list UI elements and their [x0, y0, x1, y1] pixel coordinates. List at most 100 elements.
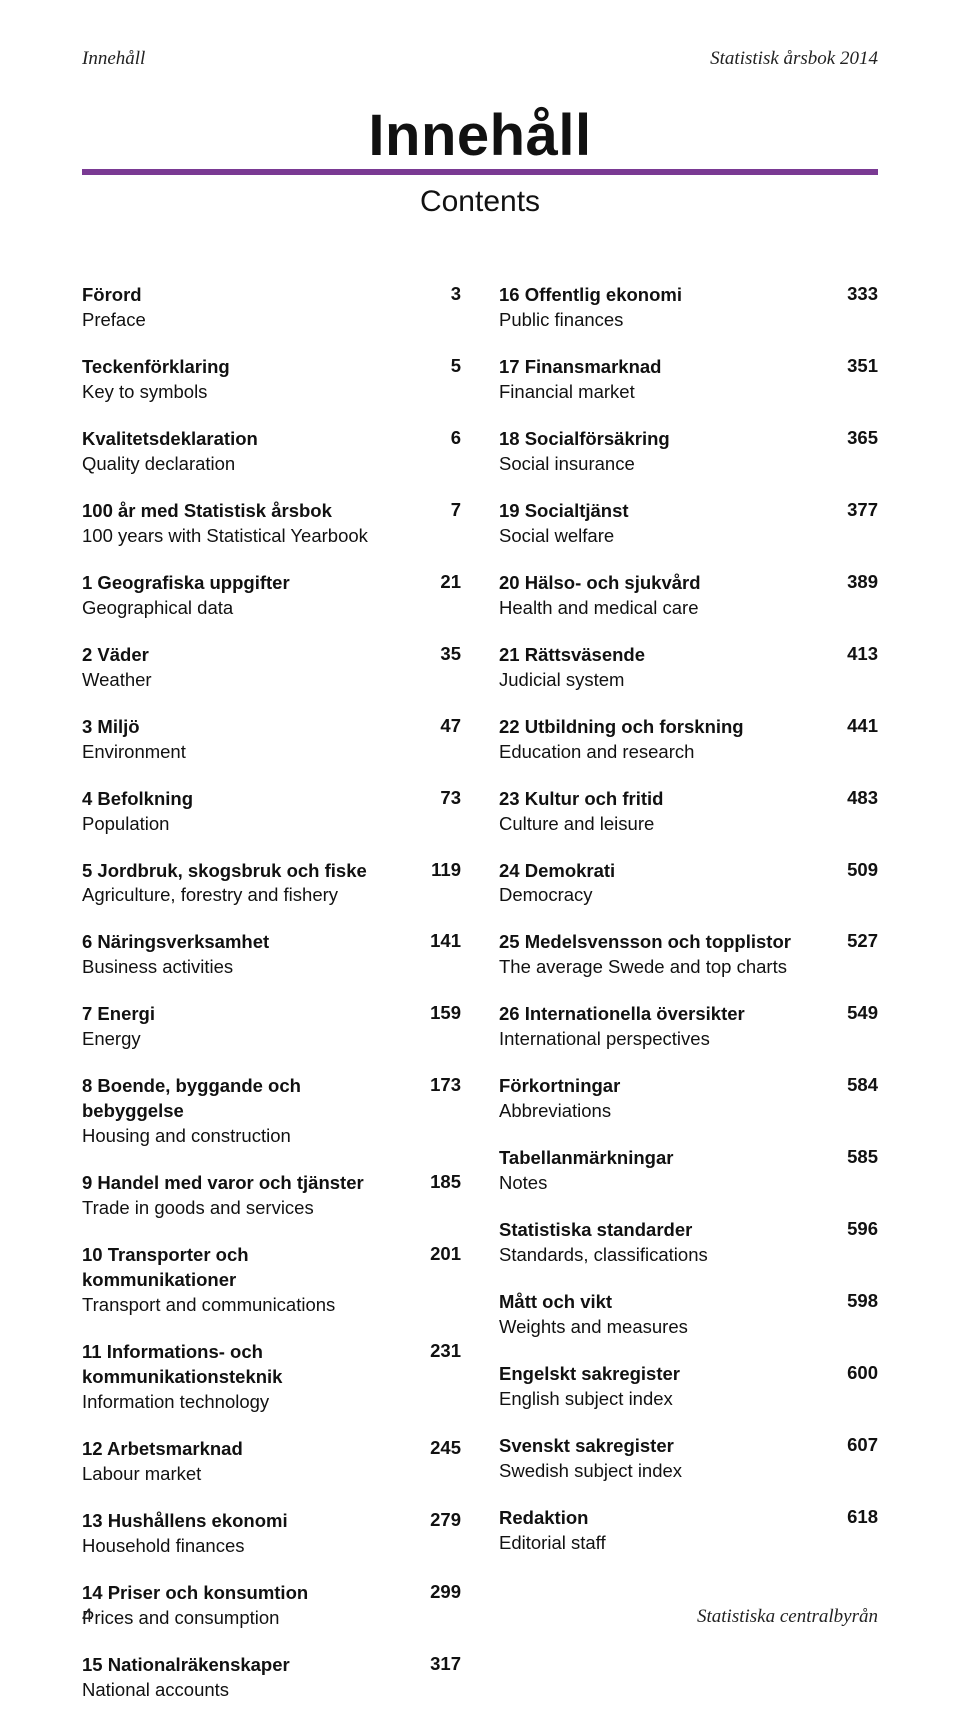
toc-entry-page: 483: [838, 787, 878, 809]
toc-entry: FörordPreface3: [82, 283, 461, 333]
toc-entry-page: 389: [838, 571, 878, 593]
toc-entry-page: 596: [838, 1218, 878, 1240]
toc-entry-page: 173: [421, 1074, 461, 1096]
toc-entry-swedish: 22 Utbildning och forskning: [499, 715, 820, 740]
toc-entry: 4 BefolkningPopulation73: [82, 787, 461, 837]
toc-entry-swedish: 21 Rättsväsende: [499, 643, 820, 668]
toc-entry-swedish: 10 Transporter och kommunikationer: [82, 1243, 403, 1293]
toc-entry-text: Svenskt sakregisterSwedish subject index: [499, 1434, 838, 1484]
toc-entry-text: 22 Utbildning och forskningEducation and…: [499, 715, 838, 765]
toc-entry-english: Social welfare: [499, 524, 820, 549]
toc-entry-swedish: Redaktion: [499, 1506, 820, 1531]
toc-entry: 26 Internationella översikterInternation…: [499, 1002, 878, 1052]
toc-entry-page: 441: [838, 715, 878, 737]
toc-entry-english: Democracy: [499, 883, 820, 908]
toc-entry-page: 47: [421, 715, 461, 737]
toc-entry-text: 1 Geografiska uppgifterGeographical data: [82, 571, 421, 621]
toc-entry-swedish: 18 Socialförsäkring: [499, 427, 820, 452]
toc-entry-english: Key to symbols: [82, 380, 403, 405]
toc-entry-text: FörordPreface: [82, 283, 421, 333]
toc-entry-text: TabellanmärkningarNotes: [499, 1146, 838, 1196]
toc-entry-text: 6 NäringsverksamhetBusiness activities: [82, 930, 421, 980]
toc-entry-text: KvalitetsdeklarationQuality declaration: [82, 427, 421, 477]
toc-entry-english: Housing and construction: [82, 1124, 403, 1149]
toc-entry-page: 598: [838, 1290, 878, 1312]
toc-entry: 3 MiljöEnvironment47: [82, 715, 461, 765]
toc-entry-english: Agriculture, forestry and fishery: [82, 883, 403, 908]
toc-entry-page: 317: [421, 1653, 461, 1675]
toc-entry: Svenskt sakregisterSwedish subject index…: [499, 1434, 878, 1484]
toc-entry-page: 299: [421, 1581, 461, 1603]
toc-entry-text: 11 Informations- och kommunikationstekni…: [82, 1340, 421, 1415]
toc-entry-text: 26 Internationella översikterInternation…: [499, 1002, 838, 1052]
toc-entry-swedish: 2 Väder: [82, 643, 403, 668]
toc-entry-page: 5: [421, 355, 461, 377]
toc-entry-page: 618: [838, 1506, 878, 1528]
toc-entry-page: 413: [838, 643, 878, 665]
toc-entry-english: Labour market: [82, 1462, 403, 1487]
toc-entry-swedish: 25 Medelsvensson och topplistor: [499, 930, 820, 955]
toc-entry: 18 SocialförsäkringSocial insurance365: [499, 427, 878, 477]
toc-entry: 2 VäderWeather35: [82, 643, 461, 693]
toc-entry-text: 16 Offentlig ekonomiPublic finances: [499, 283, 838, 333]
toc-entry-swedish: 13 Hushållens ekonomi: [82, 1509, 403, 1534]
toc-entry: 21 RättsväsendeJudicial system413: [499, 643, 878, 693]
toc-entry-text: 24 DemokratiDemocracy: [499, 859, 838, 909]
toc-entry-english: National accounts: [82, 1678, 403, 1703]
toc-entry: 20 Hälso- och sjukvårdHealth and medical…: [499, 571, 878, 621]
toc-entry-text: 8 Boende, byggande och bebyggelseHousing…: [82, 1074, 421, 1149]
toc-entry-page: 527: [838, 930, 878, 952]
toc-entry-english: International perspectives: [499, 1027, 820, 1052]
toc-entry-page: 585: [838, 1146, 878, 1168]
toc-entry: 24 DemokratiDemocracy509: [499, 859, 878, 909]
toc-entry-text: 12 ArbetsmarknadLabour market: [82, 1437, 421, 1487]
toc-entry: 13 Hushållens ekonomiHousehold finances2…: [82, 1509, 461, 1559]
page-subtitle: Contents: [82, 185, 878, 219]
toc-entry-swedish: 5 Jordbruk, skogsbruk och fiske: [82, 859, 403, 884]
toc-entry-text: 17 FinansmarknadFinancial market: [499, 355, 838, 405]
toc-entry: TabellanmärkningarNotes585: [499, 1146, 878, 1196]
toc-entry-page: 201: [421, 1243, 461, 1265]
toc-entry-text: 5 Jordbruk, skogsbruk och fiskeAgricultu…: [82, 859, 421, 909]
toc-entry-swedish: Teckenförklaring: [82, 355, 403, 380]
toc-entry-english: Education and research: [499, 740, 820, 765]
toc-entry-page: 159: [421, 1002, 461, 1024]
toc-entry: 11 Informations- och kommunikationstekni…: [82, 1340, 461, 1415]
toc-entry-swedish: 23 Kultur och fritid: [499, 787, 820, 812]
toc-entry-swedish: 100 år med Statistisk årsbok: [82, 499, 403, 524]
toc-entry-english: Public finances: [499, 308, 820, 333]
toc-entry-english: Trade in goods and services: [82, 1196, 403, 1221]
toc-entry-swedish: 3 Miljö: [82, 715, 403, 740]
toc-entry-page: 509: [838, 859, 878, 881]
toc-entry-english: Weights and measures: [499, 1315, 820, 1340]
toc-entry-text: RedaktionEditorial staff: [499, 1506, 838, 1556]
toc-entry-text: 100 år med Statistisk årsbok100 years wi…: [82, 499, 421, 549]
toc-entry-english: Notes: [499, 1171, 820, 1196]
toc-entry-english: Household finances: [82, 1534, 403, 1559]
toc-entry-english: Quality declaration: [82, 452, 403, 477]
toc-entry-page: 351: [838, 355, 878, 377]
toc-entry-english: Editorial staff: [499, 1531, 820, 1556]
toc-entry-text: Statistiska standarderStandards, classif…: [499, 1218, 838, 1268]
toc-entry-swedish: Förkortningar: [499, 1074, 820, 1099]
toc-entry-swedish: 11 Informations- och kommunikationstekni…: [82, 1340, 403, 1390]
toc-entry-swedish: 1 Geografiska uppgifter: [82, 571, 403, 596]
toc-entry-text: 23 Kultur och fritidCulture and leisure: [499, 787, 838, 837]
toc-entry: 5 Jordbruk, skogsbruk och fiskeAgricultu…: [82, 859, 461, 909]
toc-entry-english: Information technology: [82, 1390, 403, 1415]
toc-entry-english: Standards, classifications: [499, 1243, 820, 1268]
page-header: Innehåll Statistisk årsbok 2014: [82, 48, 878, 70]
toc-entry-text: 7 EnergiEnergy: [82, 1002, 421, 1052]
toc-entry-swedish: 24 Demokrati: [499, 859, 820, 884]
toc-entry: 8 Boende, byggande och bebyggelseHousing…: [82, 1074, 461, 1149]
toc-entry: FörkortningarAbbreviations 584: [499, 1074, 878, 1124]
toc-entry-english: Financial market: [499, 380, 820, 405]
toc-entry: 10 Transporter och kommunikationerTransp…: [82, 1243, 461, 1318]
toc-columns: FörordPreface3 TeckenförklaringKey to sym…: [82, 283, 878, 1725]
toc-entry: 16 Offentlig ekonomiPublic finances333: [499, 283, 878, 333]
toc-entry: Mått och viktWeights and measures598: [499, 1290, 878, 1340]
toc-entry-page: 584: [838, 1074, 878, 1096]
toc-entry-page: 365: [838, 427, 878, 449]
toc-entry-swedish: 20 Hälso- och sjukvård: [499, 571, 820, 596]
toc-entry-english: Abbreviations: [499, 1099, 820, 1124]
